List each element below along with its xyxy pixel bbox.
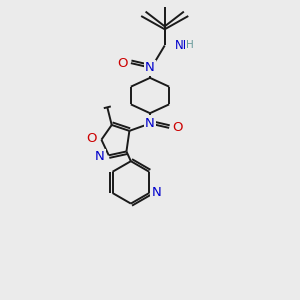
Text: O: O: [117, 57, 128, 70]
Text: H: H: [186, 40, 194, 50]
Text: N: N: [145, 61, 155, 74]
Text: O: O: [86, 132, 97, 145]
Text: N: N: [145, 117, 155, 130]
Text: N: N: [152, 187, 161, 200]
Text: NH: NH: [175, 39, 193, 52]
Text: N: N: [94, 150, 104, 163]
Text: O: O: [173, 122, 183, 134]
